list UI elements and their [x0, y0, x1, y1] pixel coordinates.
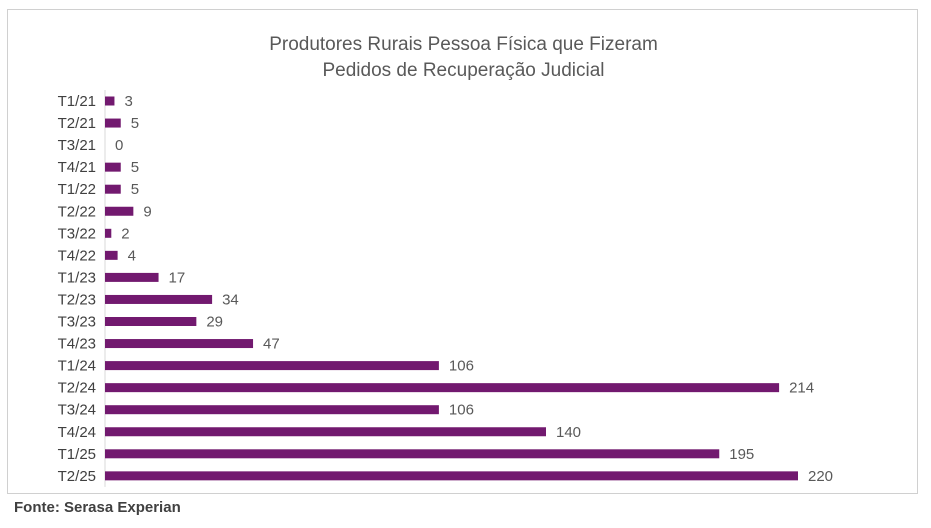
bar [105, 449, 720, 459]
data-label: 4 [128, 247, 136, 264]
bar [105, 427, 546, 437]
category-label: T2/23 [58, 291, 96, 308]
data-label: 106 [449, 402, 474, 419]
data-label: 140 [556, 424, 581, 441]
category-label: T2/25 [58, 468, 96, 485]
category-label: T3/24 [58, 402, 96, 419]
category-label: T4/21 [58, 159, 96, 176]
category-label: T4/22 [58, 247, 96, 264]
bar [105, 361, 439, 371]
category-label: T3/23 [58, 314, 96, 331]
bar [105, 96, 115, 106]
chart-title: Produtores Rurais Pessoa Física que Fize… [8, 32, 919, 84]
chart-frame: Produtores Rurais Pessoa Física que Fize… [7, 9, 918, 494]
bar [105, 339, 254, 349]
category-label: T3/22 [58, 225, 96, 242]
bar [105, 405, 439, 415]
data-label: 17 [169, 269, 186, 286]
bar [105, 118, 121, 128]
bar [105, 206, 134, 216]
data-label: 0 [115, 137, 123, 154]
bar [105, 184, 121, 194]
category-label: T1/23 [58, 269, 96, 286]
category-label: T1/22 [58, 181, 96, 198]
category-label: T4/23 [58, 336, 96, 353]
bar [105, 294, 213, 304]
data-label: 220 [808, 468, 833, 485]
category-label: T1/25 [58, 446, 96, 463]
category-label: T2/21 [58, 115, 96, 132]
category-label: T2/22 [58, 203, 96, 220]
data-label: 2 [121, 225, 129, 242]
category-label: T4/24 [58, 424, 96, 441]
data-label: 29 [206, 314, 223, 331]
data-label: 3 [124, 93, 132, 110]
chart-title-line1: Produtores Rurais Pessoa Física que Fize… [269, 34, 658, 55]
data-label: 5 [131, 115, 139, 132]
category-label: T1/21 [58, 93, 96, 110]
data-label: 34 [222, 291, 239, 308]
data-label: 47 [263, 336, 280, 353]
bar-chart: T1/21 3 T2/21 5 T3/21 0 T4/21 5 T1/22 5 T2/22 9 T3/2… [58, 89, 833, 487]
bar [105, 471, 798, 481]
data-label: 5 [131, 181, 139, 198]
bar [105, 317, 197, 326]
data-label: 214 [789, 380, 814, 397]
category-label: T3/21 [58, 137, 96, 154]
data-label: 195 [729, 446, 754, 463]
chart-title-line2: Pedidos de Recuperação Judicial [322, 60, 605, 81]
bar [105, 250, 118, 260]
source-note: Fonte: Serasa Experian [14, 499, 181, 516]
category-label: T1/24 [58, 358, 96, 375]
data-label: 5 [131, 159, 139, 176]
data-label: 106 [449, 358, 474, 375]
bar [105, 228, 112, 238]
bar [105, 383, 780, 393]
bar [105, 272, 159, 282]
data-label: 9 [143, 203, 151, 220]
bar [105, 162, 121, 172]
category-label: T2/24 [58, 380, 96, 397]
